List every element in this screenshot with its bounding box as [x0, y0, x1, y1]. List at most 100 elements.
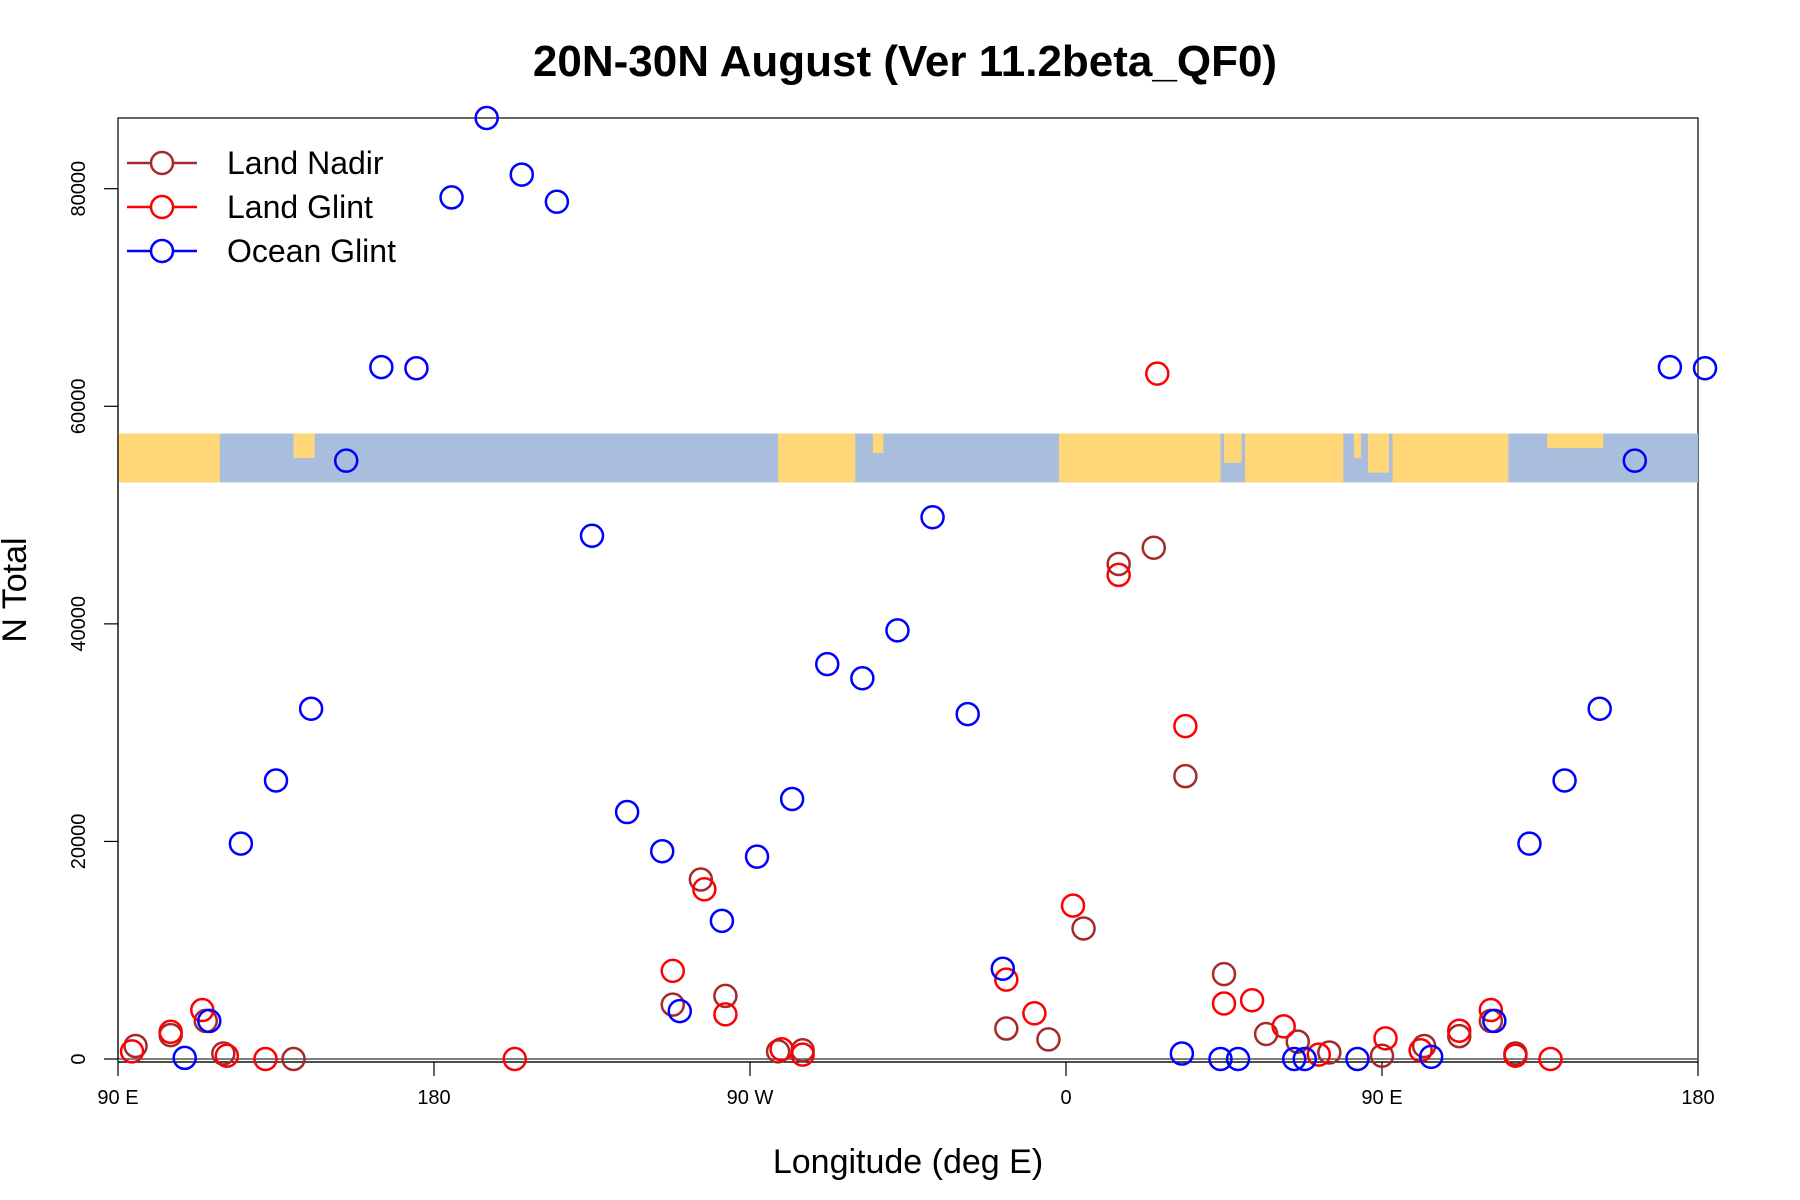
- data-point: [1022, 1001, 1047, 1026]
- data-point: [333, 448, 359, 473]
- map-land-7: [1353, 433, 1361, 458]
- map-land-2: [778, 433, 856, 483]
- data-point: [1418, 1044, 1444, 1070]
- data-point: [298, 696, 324, 721]
- y-axis: 0 20000 40000 60000 80000: [68, 161, 119, 1065]
- data-point: [1692, 355, 1718, 381]
- data-point: [158, 1019, 183, 1045]
- x-tick-label: 180: [417, 1087, 450, 1109]
- x-tick-label: 90 E: [1361, 1087, 1402, 1109]
- series-land-glint: [119, 361, 1563, 1072]
- data-point: [1106, 551, 1131, 577]
- legend-marker: [149, 150, 175, 176]
- y-tick-label: 60000: [68, 378, 90, 434]
- data-point: [123, 1033, 148, 1059]
- series-ocean-glint: [172, 105, 1718, 1072]
- x-tick-label: 0: [1060, 1087, 1071, 1109]
- data-point: [1446, 1023, 1472, 1049]
- data-point: [211, 1041, 236, 1066]
- data-point: [850, 665, 875, 691]
- data-point: [404, 355, 429, 381]
- data-point: [474, 105, 499, 131]
- y-tick-label: 40000: [68, 596, 90, 652]
- data-point: [765, 1039, 791, 1064]
- data-point: [1225, 1046, 1251, 1072]
- data-point: [994, 1016, 1019, 1041]
- legend-item: Ocean Glint: [127, 233, 396, 269]
- data-point: [1503, 1043, 1528, 1068]
- legend-label: Land Glint: [227, 189, 373, 225]
- legend-marker: [149, 194, 175, 220]
- data-point: [790, 1042, 815, 1067]
- data-point: [1169, 1041, 1195, 1066]
- data-point: [1071, 916, 1096, 941]
- x-tick-label: 90 E: [97, 1087, 138, 1109]
- data-point: [920, 504, 945, 530]
- legend-label: Land Nadir: [227, 145, 384, 181]
- data-point: [994, 967, 1019, 992]
- data-point: [579, 523, 605, 548]
- data-point: [1208, 1046, 1233, 1072]
- data-point: [263, 768, 289, 793]
- data-point: [1106, 562, 1131, 588]
- data-point: [119, 1039, 145, 1064]
- data-point: [502, 1046, 528, 1072]
- data-point: [814, 651, 840, 677]
- data-point: [660, 992, 686, 1017]
- data-point: [614, 799, 640, 825]
- map-strip: [118, 433, 1698, 483]
- data-point: [713, 983, 738, 1009]
- data-point: [544, 189, 570, 215]
- x-axis-label: Longitude (deg E): [773, 1143, 1043, 1181]
- series-land-nadir: [123, 535, 1528, 1072]
- data-point: [1292, 1046, 1318, 1072]
- data-point: [649, 838, 675, 864]
- data-point: [1317, 1040, 1342, 1065]
- legend-label: Ocean Glint: [227, 233, 396, 269]
- data-point: [1173, 713, 1198, 739]
- data-point: [1141, 535, 1167, 560]
- data-point: [1478, 997, 1504, 1023]
- data-point: [1369, 1043, 1395, 1068]
- data-point: [281, 1046, 306, 1072]
- data-point: [369, 354, 394, 380]
- map-land-1: [293, 433, 315, 458]
- y-tick-label: 20000: [68, 814, 90, 870]
- data-point: [1552, 768, 1577, 793]
- data-point: [214, 1043, 240, 1068]
- data-point: [1373, 1026, 1398, 1051]
- data-point: [779, 786, 805, 812]
- map-land-9: [1392, 433, 1509, 483]
- data-point: [955, 701, 980, 727]
- data-point: [1271, 1014, 1296, 1039]
- y-tick-label: 80000: [68, 161, 90, 217]
- map-land-4: [1058, 433, 1221, 483]
- x-tick-label: 180: [1681, 1087, 1714, 1109]
- data-point: [1145, 361, 1170, 386]
- data-point: [1281, 1046, 1307, 1072]
- data-point: [197, 1008, 222, 1034]
- y-axis-label: N Total: [0, 537, 34, 642]
- legend: Land Nadir Land Glint Ocean Glint: [127, 145, 396, 269]
- data-point: [1517, 831, 1542, 856]
- data-point: [660, 958, 686, 984]
- data-point: [439, 185, 464, 210]
- map-land-0: [118, 433, 220, 483]
- data-point: [709, 908, 735, 934]
- data-point: [688, 867, 714, 892]
- data-points: [119, 105, 1718, 1072]
- y-tick-label: 0: [68, 1053, 90, 1064]
- data-point: [1173, 763, 1198, 789]
- data-point: [1060, 893, 1086, 918]
- data-point: [990, 956, 1016, 981]
- data-point: [1285, 1029, 1310, 1054]
- data-point: [744, 844, 770, 869]
- data-point: [1622, 448, 1648, 473]
- map-land-10: [1547, 433, 1604, 449]
- data-point: [1211, 991, 1237, 1016]
- data-point: [692, 877, 717, 902]
- data-point: [228, 831, 254, 856]
- data-point: [1446, 1018, 1472, 1043]
- chart-title: 20N-30N August (Ver 11.2beta_QF0): [533, 37, 1277, 86]
- data-point: [1211, 961, 1237, 987]
